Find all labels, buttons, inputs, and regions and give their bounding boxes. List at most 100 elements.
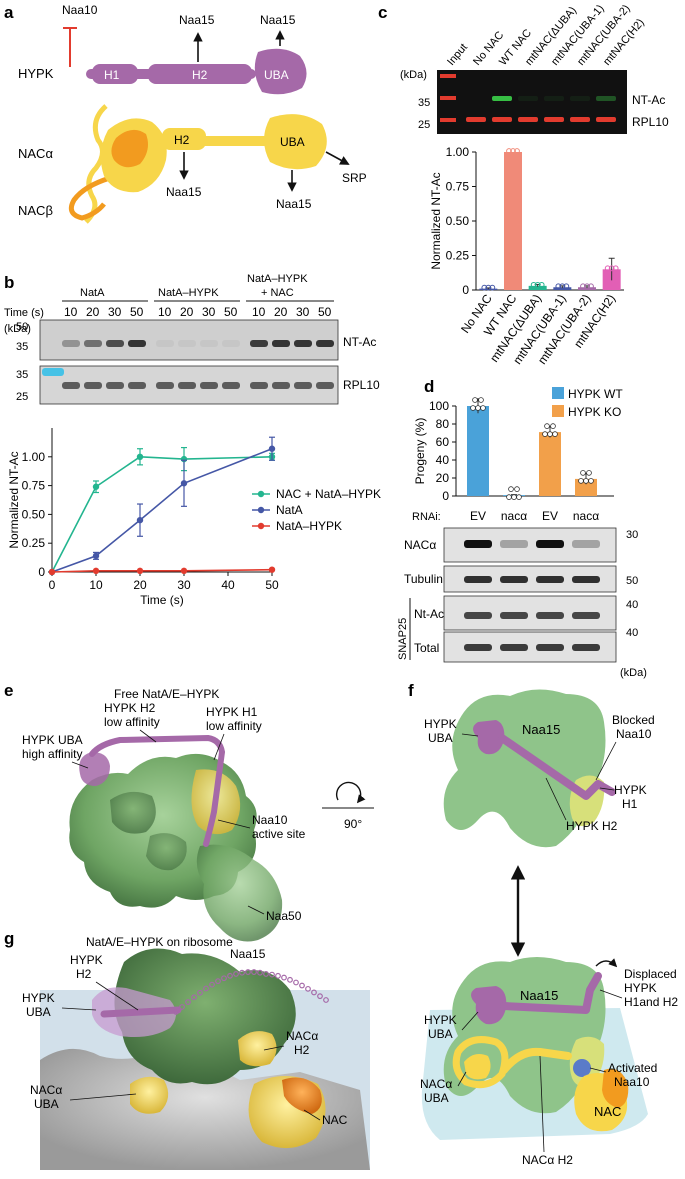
g-naa15-label: Naa15 [230, 947, 266, 961]
e-h1-label-2: low affinity [206, 719, 262, 733]
b-band-bot-9 [272, 382, 290, 389]
f-displaced-label-1: Displaced [624, 967, 677, 981]
g-uba-label-2: UBA [26, 1005, 51, 1019]
c-band-rpl10-3 [518, 117, 538, 122]
b-bands-top [62, 340, 334, 347]
d-blot-label-nac: NACα [404, 538, 436, 552]
b-ytick-label-3: 0.75 [22, 479, 46, 493]
panel-a: a HYPK H1 H2 UBA Naa10 Naa15 Naa15 NACα … [4, 3, 367, 224]
e-hypk-uba [79, 752, 110, 786]
panel-label-d: d [424, 377, 434, 396]
e-naa10-label-1: Naa10 [252, 813, 288, 827]
e-title: Free NatA/E–HYPK [114, 687, 219, 701]
e-structure [69, 734, 283, 942]
d-legend-ko-swatch [552, 405, 564, 417]
e-surface-detail-1 [110, 791, 156, 834]
g-nac-h2-label-1: NACα [286, 1029, 318, 1043]
nac-beta-tail [68, 175, 111, 221]
f-nac-uba [464, 1054, 491, 1080]
g-nac-h2-surface [238, 1031, 277, 1067]
d-band-ntac-1 [500, 612, 528, 619]
g-dot-11 [239, 969, 245, 976]
f-blocked-leader [595, 741, 617, 781]
c-bands [466, 96, 616, 122]
g-title: NatA/E–HYPK on ribosome [86, 935, 233, 949]
c-band-rpl10-4 [544, 117, 564, 122]
c-dot-4-1 [584, 283, 590, 290]
g-nac-h2-label-2: H2 [294, 1043, 310, 1057]
g-dot-25 [323, 997, 329, 1003]
f-nac-uba-label-2: UBA [424, 1091, 449, 1105]
g-nac-h2-leader [263, 1045, 285, 1051]
d-dot-1-2 [516, 494, 522, 500]
b-time-9: 20 [274, 305, 288, 319]
c-dot-1-1 [510, 148, 516, 154]
d-rnai-label: RNAi: [412, 511, 441, 523]
d-dot-0-0 [470, 405, 476, 411]
b-ytick-label-1: 0.25 [22, 536, 46, 550]
d-dot-2-0 [542, 431, 548, 437]
e-naa10-leader [217, 819, 251, 829]
d-xtick-label-2: EV [542, 509, 558, 523]
c-ytick-label-3: 0.75 [446, 180, 470, 194]
e-surface-detail-2 [146, 833, 187, 871]
d-band-nac-3 [572, 540, 600, 548]
c-ytick-label-1: 0.25 [446, 249, 470, 263]
e-h2-label-2: low affinity [104, 715, 160, 729]
c-ytick-label-0: 0 [462, 283, 469, 297]
d-mw-50: 50 [626, 575, 638, 587]
hypk-h2-helix [148, 64, 252, 84]
d-dot-3-4 [586, 470, 592, 476]
d-band-tubulin-2 [536, 576, 564, 583]
d-bar-2 [539, 432, 561, 496]
f-top-uba-label-1: HYPK [424, 717, 457, 731]
d-dot-1-4 [514, 486, 520, 492]
f-bottom-uba-label-1: HYPK [424, 1013, 457, 1027]
hypk-uba-label: UBA [264, 68, 289, 82]
f-bottom-uba-leader [461, 1011, 479, 1031]
d-band-ntac-0 [464, 612, 492, 619]
b-group-plus-nac: + NAC [261, 287, 294, 299]
d-bands [464, 540, 600, 651]
panel-label-c: c [378, 3, 387, 22]
g-dot-7 [215, 978, 221, 985]
f-activated-label-1: Activated [608, 1061, 657, 1075]
b-band-top-7 [222, 340, 240, 347]
e-h2-leader [139, 729, 157, 743]
g-nac-leader [303, 1109, 321, 1121]
d-mw-30: 30 [626, 529, 638, 541]
hypk-h2-label: H2 [192, 68, 208, 82]
e-rotation-arrow [335, 781, 366, 804]
c-ytick-label-2: 0.50 [446, 214, 470, 228]
c-dot-2-1 [534, 281, 541, 288]
b-band-top-8 [250, 340, 268, 347]
d-band-nac-2 [536, 540, 564, 548]
hypk-label: HYPK [18, 66, 54, 81]
b-group-nata-hypk: NatA–HYPK [158, 287, 219, 299]
g-nac-uba-label-2: UBA [34, 1097, 59, 1111]
f-displaced-leader [599, 989, 623, 999]
b-ytick-label-4: 1.00 [22, 450, 46, 464]
c-ladder-1 [440, 74, 456, 78]
c-band-ntac-4 [544, 96, 564, 101]
g-dot-18 [281, 974, 287, 981]
b-band-bot-6 [200, 382, 218, 389]
g-dot-13 [251, 969, 257, 975]
e-naa10-label-2: active site [252, 827, 306, 841]
b-ytick-label-2: 0.50 [22, 507, 46, 521]
b-point-2-1 [92, 567, 100, 575]
d-band-ntac-2 [536, 612, 564, 619]
b-point-1-1 [92, 552, 100, 560]
b-band-bot-11 [316, 382, 334, 389]
d-dot-3-0 [578, 478, 584, 484]
g-uba-leader [61, 1007, 97, 1011]
b-kda-label: (kDa) [4, 323, 31, 335]
nac-naa15-label-2: Naa15 [276, 197, 312, 211]
f-bottom-hypk-chain [500, 972, 602, 1014]
b-band-top-11 [316, 340, 334, 347]
c-band-rpl10-5 [570, 117, 590, 122]
